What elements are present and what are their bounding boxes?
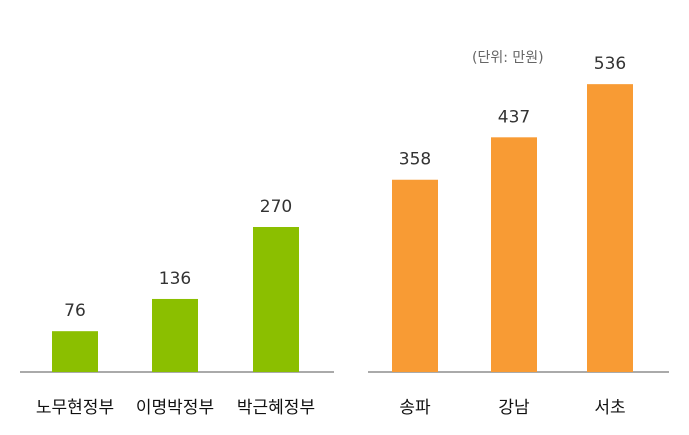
government-value-label-1: 76: [64, 301, 86, 321]
district-bar-1: [392, 179, 438, 372]
government-category-label-2: 이명박정부: [136, 398, 214, 418]
district-category-label-2: 강남: [498, 398, 530, 418]
government-bar-3: [253, 227, 299, 372]
government-bar-1: [52, 331, 98, 372]
government-category-label-1: 노무현정부: [36, 398, 114, 418]
district-value-label-3: 536: [594, 54, 626, 74]
unit-note: (단위: 만원): [472, 50, 544, 66]
district-value-label-1: 358: [399, 150, 431, 170]
district-category-label-3: 서초: [594, 398, 625, 418]
district-value-label-2: 437: [498, 107, 530, 127]
government-bar-2: [152, 298, 198, 372]
district-category-label-1: 송파: [399, 398, 431, 418]
government-category-label-3: 박근혜정부: [237, 398, 315, 418]
district-bar-3: [587, 84, 633, 373]
government-value-label-2: 136: [159, 269, 191, 289]
district-bar-2: [491, 137, 537, 372]
government-value-label-3: 270: [260, 197, 292, 217]
